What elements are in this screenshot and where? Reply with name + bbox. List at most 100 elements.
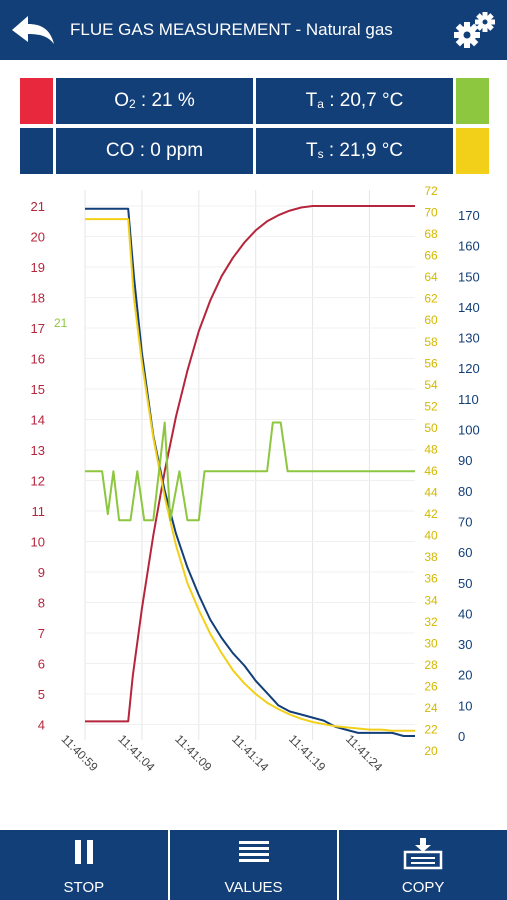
o2-axis-tick-label: 14 <box>31 413 45 428</box>
co-axis-tick-label: 100 <box>458 423 480 438</box>
bottom-toolbar: STOP VALUES COPY <box>0 830 507 900</box>
o2-axis-tick-label: 4 <box>38 718 45 733</box>
ts-axis-tick-label: 34 <box>424 593 438 607</box>
o2-axis-tick-label: 7 <box>38 626 45 641</box>
o2-axis-tick-label: 6 <box>38 657 45 672</box>
copy-label: COPY <box>401 879 445 896</box>
pause-icon <box>74 840 93 864</box>
o2-axis-tick-label: 18 <box>31 291 45 306</box>
co-axis-tick-label: 90 <box>458 453 472 468</box>
ts-axis-tick-label: 44 <box>424 486 438 500</box>
ts-axis-tick-label: 30 <box>424 636 438 650</box>
co-axis-tick-label: 60 <box>458 545 472 560</box>
o2-axis-tick-label: 5 <box>38 687 45 702</box>
ta-axis-tick-label: 21 <box>54 316 68 330</box>
ts-axis-tick-label: 26 <box>424 679 438 693</box>
ts-axis-tick-label: 24 <box>424 701 438 715</box>
list-icon <box>238 841 269 862</box>
ts-axis-tick-label: 68 <box>424 227 438 241</box>
ts-axis-tick-label: 40 <box>424 529 438 543</box>
co-axis-tick-label: 30 <box>458 637 472 652</box>
co-readout: CO : 0 ppm <box>56 128 253 174</box>
ta-series-line <box>85 421 415 522</box>
co-axis-tick-label: 170 <box>458 208 480 223</box>
x-axis-tick-label: 11:41:14 <box>229 732 272 775</box>
copy-download-icon <box>403 838 443 870</box>
o2-axis-tick-label: 15 <box>31 382 45 397</box>
o2-axis-tick-label: 17 <box>31 321 45 336</box>
o2-axis-tick-label: 13 <box>31 443 45 458</box>
o2-axis-tick-label: 9 <box>38 565 45 580</box>
o2-axis-tick-label: 10 <box>31 535 45 550</box>
back-button[interactable] <box>8 10 60 50</box>
page-title: FLUE GAS MEASUREMENT - Natural gas <box>70 20 393 39</box>
ts-axis-tick-label: 20 <box>424 744 438 758</box>
co-axis-tick-label: 110 <box>458 392 479 407</box>
ts-axis-tick-label: 54 <box>424 378 438 392</box>
o2-readout: O2 : 21 % <box>56 78 253 124</box>
o2-axis-tick-label: 11 <box>32 504 46 519</box>
stop-button[interactable]: STOP <box>0 830 168 900</box>
back-arrow-icon <box>12 16 54 44</box>
ta-readout: Ta : 20,7 °C <box>256 78 453 124</box>
co-axis-tick-label: 120 <box>458 361 480 376</box>
ts-axis-tick-label: 28 <box>424 658 438 672</box>
ts-axis-tick-label: 36 <box>424 572 438 586</box>
ts-axis-tick-label: 66 <box>424 249 438 263</box>
co-axis-tick-label: 70 <box>458 514 472 529</box>
o2-axis-tick-label: 12 <box>31 474 45 489</box>
o2-axis-tick-label: 8 <box>38 596 45 611</box>
o2-axis-tick-label: 16 <box>31 352 45 367</box>
x-axis-tick-label: 11:41:04 <box>115 732 158 775</box>
co-axis-tick-label: 20 <box>458 668 472 683</box>
ts-axis-tick-label: 22 <box>424 723 438 737</box>
ts-axis-tick-label: 70 <box>424 206 438 220</box>
ts-axis-tick-label: 38 <box>424 550 438 564</box>
co-axis-tick-label: 10 <box>458 698 472 713</box>
o2-axis-tick-label: 19 <box>31 260 45 275</box>
ts-axis-tick-label: 48 <box>424 442 438 456</box>
gears-icon <box>454 12 495 48</box>
co-axis-tick-label: 50 <box>458 576 472 591</box>
co-axis-tick-label: 40 <box>458 606 472 621</box>
o2-axis-tick-label: 21 <box>31 199 45 214</box>
ts-axis-tick-label: 52 <box>424 399 438 413</box>
co-axis-tick-label: 0 <box>458 729 465 744</box>
o2-series-line <box>85 205 415 723</box>
measurement-readouts: O2 : 21 % Ta : 20,7 °C CO : 0 ppm Ts : 2… <box>20 78 490 176</box>
x-axis-tick-label: 11:41:09 <box>172 732 215 775</box>
o2-axis-tick-label: 20 <box>31 230 45 245</box>
values-button[interactable]: VALUES <box>167 830 338 900</box>
values-label: VALUES <box>224 879 283 896</box>
ts-axis-tick-label: 42 <box>424 507 438 521</box>
co-axis-tick-label: 150 <box>458 269 480 284</box>
co-axis-tick-label: 80 <box>458 484 472 499</box>
co-color-swatch <box>20 128 53 174</box>
app-header: FLUE GAS MEASUREMENT - Natural gas <box>0 0 507 60</box>
trend-chart-svg: 4567891011121314151617181920212120222426… <box>31 184 480 775</box>
o2-color-swatch <box>20 78 53 124</box>
x-axis-tick-label: 11:41:19 <box>286 732 329 775</box>
trend-chart[interactable]: 4 5 6 7 8 9 10 11 12 13 14 15 16 17 18 19 20 21 21 20 22 24 26… <box>0 180 507 820</box>
x-axis-tick-label: 11:40:59 <box>58 732 101 775</box>
stop-label: STOP <box>63 879 105 896</box>
ta-color-swatch <box>456 78 489 124</box>
ts-axis-tick-label: 60 <box>424 313 438 327</box>
co-axis-tick-label: 130 <box>458 331 480 346</box>
settings-button[interactable] <box>450 10 500 50</box>
ts-readout: Ts : 21,9 °C <box>256 128 453 174</box>
x-axis-tick-label: 11:41:24 <box>343 732 386 775</box>
co-axis-tick-label: 140 <box>458 300 480 315</box>
ts-axis-tick-label: 58 <box>424 335 438 349</box>
ts-axis-tick-label: 50 <box>424 421 438 435</box>
ts-color-swatch <box>456 128 489 174</box>
ts-axis-tick-label: 56 <box>424 356 438 370</box>
ts-axis-tick-label: 46 <box>424 464 438 478</box>
ts-axis-tick-label: 64 <box>424 270 438 284</box>
ts-series-line <box>85 218 415 732</box>
copy-button[interactable]: COPY <box>337 830 507 900</box>
ts-axis-tick-label: 72 <box>424 184 438 198</box>
ts-axis-tick-label: 32 <box>424 615 438 629</box>
co-axis-tick-label: 160 <box>458 239 480 254</box>
ts-axis-tick-label: 62 <box>424 292 438 306</box>
